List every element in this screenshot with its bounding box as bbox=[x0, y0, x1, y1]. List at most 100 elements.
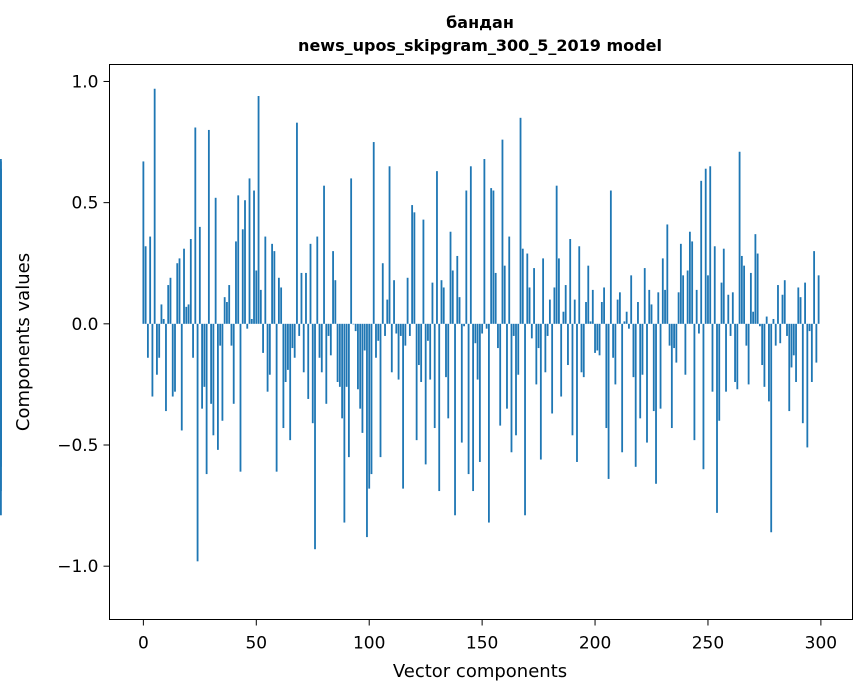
bar bbox=[320, 323, 323, 373]
bar bbox=[630, 275, 633, 324]
bar bbox=[533, 268, 535, 324]
bar bbox=[657, 292, 660, 324]
y-tick-label: −1.0 bbox=[57, 557, 98, 577]
bar bbox=[510, 323, 513, 453]
bar bbox=[614, 323, 617, 385]
bar bbox=[384, 323, 386, 336]
bar bbox=[707, 275, 709, 324]
bar bbox=[207, 129, 210, 324]
bar bbox=[253, 190, 255, 324]
bar bbox=[548, 299, 551, 324]
bar bbox=[648, 289, 651, 324]
bar bbox=[781, 294, 784, 324]
bar bbox=[393, 280, 395, 324]
x-tick-label: 50 bbox=[245, 634, 267, 654]
y-tick-label: 1.0 bbox=[71, 72, 98, 92]
bar bbox=[716, 323, 718, 513]
bar bbox=[248, 178, 251, 324]
bar bbox=[673, 323, 675, 349]
bar bbox=[618, 292, 621, 324]
bar bbox=[194, 127, 197, 324]
bar bbox=[440, 280, 443, 324]
bar bbox=[747, 323, 750, 385]
bar bbox=[284, 323, 287, 382]
bar bbox=[749, 272, 752, 324]
bar bbox=[795, 323, 797, 382]
x-tick-label: 150 bbox=[466, 634, 498, 654]
bar bbox=[275, 323, 278, 472]
bar bbox=[801, 323, 804, 424]
bar bbox=[259, 289, 262, 324]
bar bbox=[463, 323, 465, 327]
bar bbox=[528, 287, 531, 324]
bar bbox=[682, 275, 685, 324]
bar bbox=[578, 246, 581, 324]
bar bbox=[375, 323, 377, 358]
bar bbox=[271, 243, 274, 324]
bar bbox=[280, 287, 283, 324]
bar bbox=[485, 323, 488, 329]
bar bbox=[201, 323, 203, 409]
bar bbox=[754, 234, 757, 324]
bar bbox=[806, 323, 809, 448]
bar bbox=[447, 323, 450, 419]
bar bbox=[585, 302, 587, 324]
bar bbox=[659, 323, 662, 409]
bar bbox=[289, 323, 292, 441]
bar bbox=[149, 236, 152, 324]
bar bbox=[797, 287, 800, 324]
bar bbox=[519, 117, 522, 324]
bar bbox=[189, 239, 192, 324]
bar bbox=[799, 297, 802, 324]
bar bbox=[474, 323, 477, 344]
bar bbox=[515, 323, 517, 436]
bar bbox=[198, 226, 201, 324]
bar bbox=[756, 253, 759, 324]
bar bbox=[512, 323, 515, 336]
bar-series bbox=[0, 88, 820, 562]
bar bbox=[0, 175, 2, 324]
bar bbox=[171, 323, 174, 397]
bar bbox=[546, 323, 549, 336]
bar bbox=[612, 323, 615, 358]
bar bbox=[460, 323, 463, 443]
bar bbox=[725, 323, 727, 392]
bar bbox=[591, 289, 594, 324]
bar bbox=[537, 323, 540, 349]
bar bbox=[526, 253, 529, 324]
bar bbox=[646, 323, 648, 443]
bar bbox=[503, 265, 506, 324]
bar bbox=[752, 311, 755, 324]
bar bbox=[722, 248, 725, 324]
bar bbox=[745, 323, 748, 346]
bar bbox=[146, 323, 149, 358]
bar bbox=[628, 323, 630, 329]
bar bbox=[352, 323, 355, 325]
bar bbox=[422, 219, 425, 324]
bar bbox=[655, 323, 657, 484]
bar bbox=[264, 236, 267, 324]
bar bbox=[386, 299, 389, 324]
bar bbox=[311, 323, 314, 424]
bar bbox=[652, 323, 655, 412]
bar bbox=[702, 323, 705, 470]
bar bbox=[325, 323, 328, 404]
bar bbox=[343, 323, 346, 523]
bar bbox=[763, 323, 766, 387]
bar bbox=[379, 323, 382, 458]
bar bbox=[329, 323, 332, 356]
bar bbox=[185, 306, 188, 324]
bar bbox=[740, 255, 743, 324]
bar bbox=[817, 275, 820, 324]
chart-subtitle: news_upos_skipgram_300_5_2019 model bbox=[298, 36, 662, 55]
bar bbox=[765, 316, 768, 324]
bar bbox=[359, 323, 362, 409]
x-axis-label: Vector components bbox=[393, 661, 567, 682]
y-tick-label: −0.5 bbox=[57, 436, 98, 456]
bar bbox=[429, 323, 432, 380]
x-axis-ticks: 0 50 100 150 200 250 300 bbox=[138, 619, 837, 654]
bar bbox=[786, 323, 788, 336]
bar bbox=[282, 323, 285, 429]
bar bbox=[230, 323, 233, 346]
bar bbox=[551, 323, 554, 414]
